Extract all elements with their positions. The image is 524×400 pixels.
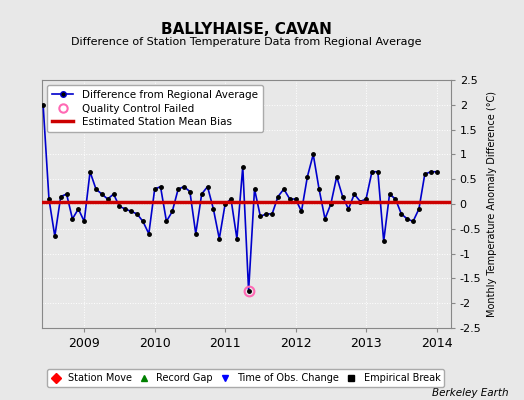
Legend: Difference from Regional Average, Quality Control Failed, Estimated Station Mean: Difference from Regional Average, Qualit… [47, 85, 263, 132]
Text: Difference of Station Temperature Data from Regional Average: Difference of Station Temperature Data f… [71, 37, 421, 47]
Y-axis label: Monthly Temperature Anomaly Difference (°C): Monthly Temperature Anomaly Difference (… [487, 91, 497, 317]
Text: BALLYHAISE, CAVAN: BALLYHAISE, CAVAN [161, 22, 332, 38]
Legend: Station Move, Record Gap, Time of Obs. Change, Empirical Break: Station Move, Record Gap, Time of Obs. C… [47, 369, 444, 387]
Text: Berkeley Earth: Berkeley Earth [432, 388, 508, 398]
